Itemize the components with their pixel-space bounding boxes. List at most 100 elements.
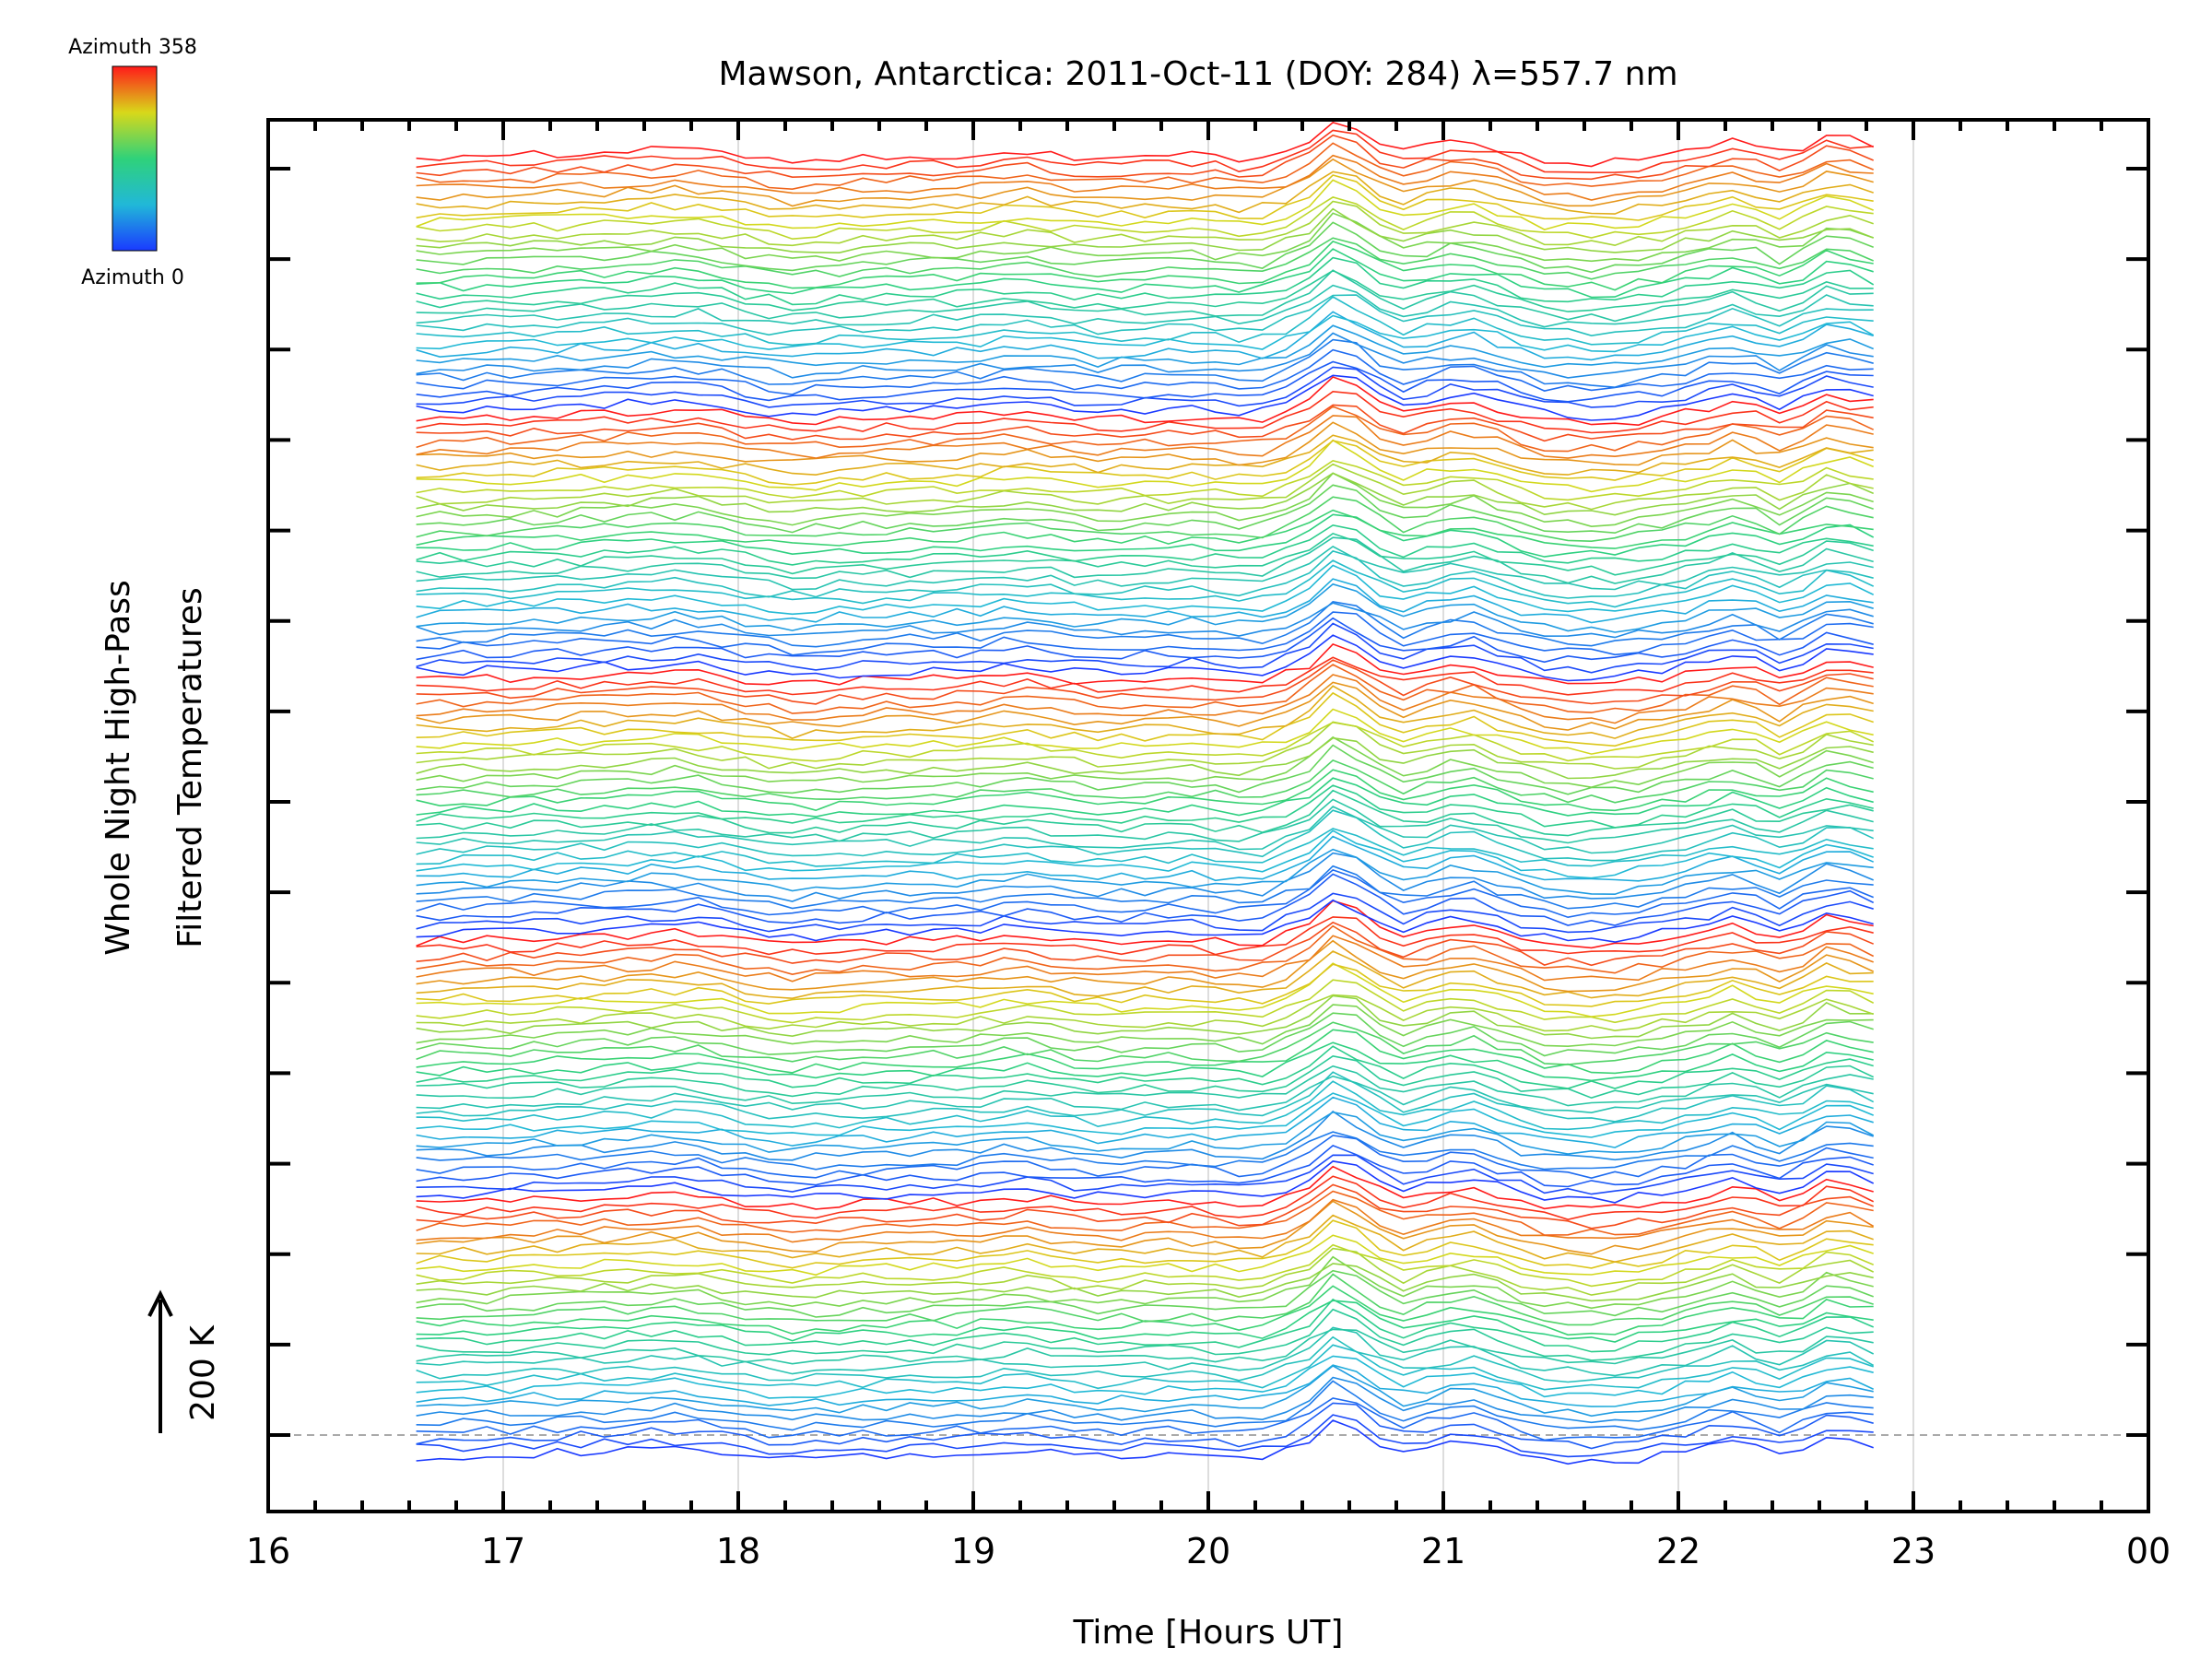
series-line [416,685,1874,739]
scale-label: 200 K [184,1324,222,1421]
series-line [416,1198,1875,1243]
series-line [416,524,1874,566]
series-line [416,294,1874,337]
series-line [416,472,1874,528]
series-line [416,892,1874,934]
series-line [416,1071,1875,1123]
series-line [416,404,1874,442]
series-line [416,324,1875,369]
series-line [416,828,1874,867]
series-line [416,674,1874,724]
series-line [416,865,1874,910]
y-axis-label-line1: Whole Night High-Pass [100,580,137,956]
x-tick-label: 00 [2126,1531,2171,1571]
series-line [416,1247,1875,1296]
series-line [416,1355,1874,1399]
series-line [416,256,1875,306]
series-line [416,376,1874,427]
series-line [416,979,1875,1024]
series-line [416,852,1875,902]
series-line [416,1243,1875,1288]
series-line [416,158,1874,207]
series-line [416,924,1875,976]
series-line [416,1273,1874,1326]
series-line [416,1308,1874,1361]
series-line [416,806,1874,854]
series-line [416,311,1874,361]
series-traces [416,122,1875,1465]
series-line [416,533,1874,576]
series-line [416,1080,1874,1131]
series-line [416,1219,1874,1269]
series-line [416,691,1874,747]
series-line [416,314,1875,353]
series-line [416,415,1874,459]
series-line [416,207,1874,254]
scale-arrow [147,1289,173,1433]
series-line [416,736,1874,780]
y-ticks [268,167,2148,1437]
series-line [416,1414,1874,1458]
series-line [416,721,1875,762]
series-line [416,602,1874,639]
series-line [416,994,1874,1040]
x-tick-label: 20 [1186,1531,1230,1571]
series-line [416,360,1874,403]
series-line [416,1269,1874,1318]
series-line [416,1364,1875,1407]
series-line [416,374,1874,421]
series-line [416,1300,1874,1343]
series-line [416,659,1874,705]
series-line [416,440,1874,486]
series-line [416,559,1875,608]
series-line [416,830,1874,879]
series-line [416,154,1874,201]
series-line [416,835,1875,882]
series-line [416,899,1874,943]
series-line [416,809,1875,862]
colorbar: Azimuth 358 Azimuth 0 [68,36,197,289]
series-line [416,848,1874,896]
series-line [416,634,1874,682]
series-line [416,963,1874,1007]
series-line [416,1135,1874,1180]
series-line [416,142,1875,191]
series-line [416,1183,1874,1230]
series-line [416,1200,1874,1255]
series-line [416,212,1874,263]
series-line [416,129,1874,174]
series-line [416,1054,1875,1100]
series-line [416,1419,1874,1465]
colorbar-top-label: Azimuth 358 [68,36,197,59]
series-line [416,868,1875,919]
series-line [416,459,1874,501]
series-line [416,1364,1874,1418]
series-line [416,496,1874,543]
series-line [416,1029,1874,1075]
series-line [416,406,1875,453]
series-line [416,237,1875,280]
series-line [416,578,1874,624]
series-line [416,509,1874,549]
series-line [416,1092,1875,1138]
series-line [416,1402,1874,1450]
series-line [416,1190,1874,1236]
series-line [416,759,1874,804]
series-line [416,1131,1874,1171]
series-line [416,1376,1874,1424]
series-line [416,600,1874,648]
series-line [416,784,1874,829]
series-line [416,1160,1875,1204]
series-line [416,200,1874,247]
series-line [416,1344,1874,1391]
series-line [416,935,1874,982]
series-line [416,564,1875,616]
series-line [416,1326,1875,1377]
series-line [416,777,1874,818]
series-line [416,421,1874,466]
series-line [416,1380,1874,1431]
series-line [416,1075,1874,1114]
series-line [416,338,1874,389]
series-line [416,622,1874,674]
